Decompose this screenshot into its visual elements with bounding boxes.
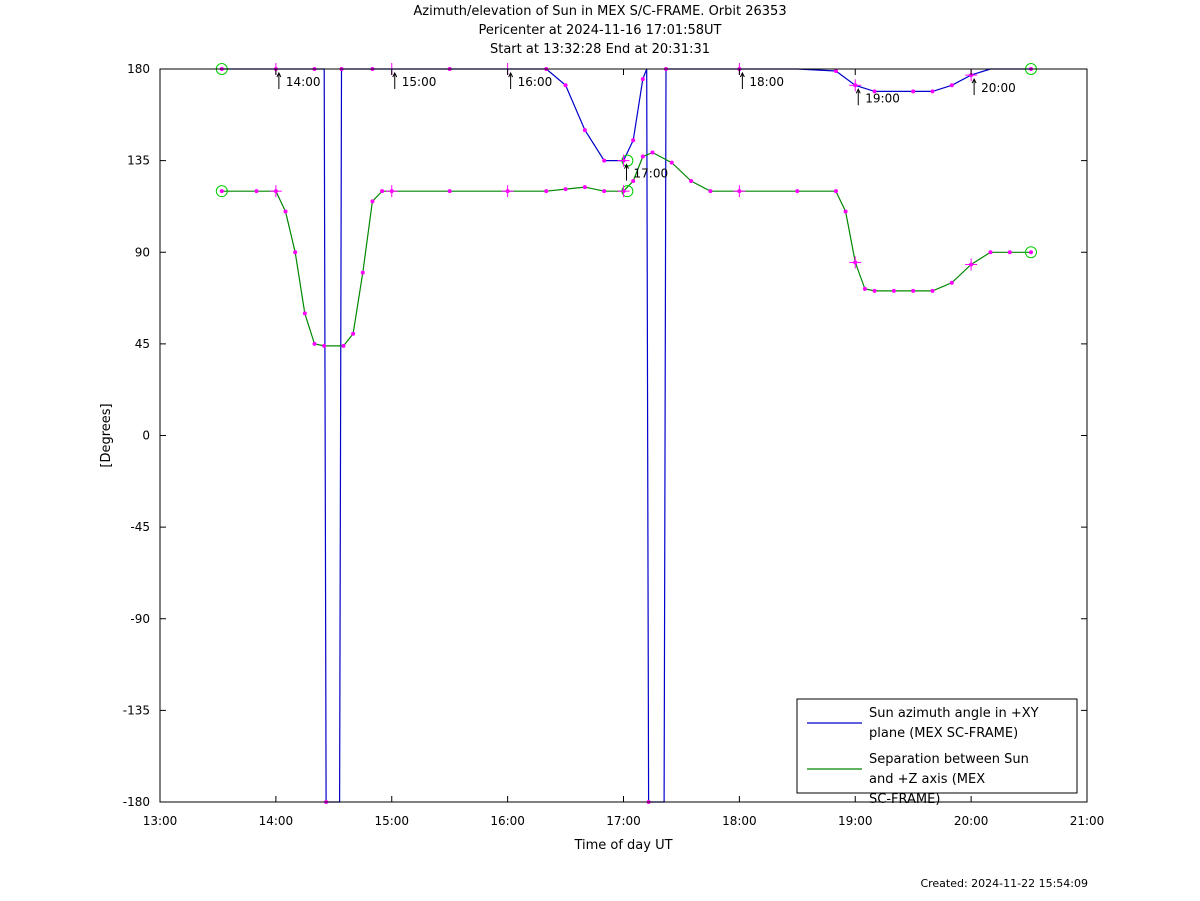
series-2-point (1028, 250, 1033, 255)
hour-annotation-label: 17:00 (634, 167, 669, 181)
series-2-point (293, 250, 298, 255)
series-2-point (689, 178, 694, 183)
series-2-point (843, 209, 848, 214)
series-1-point (949, 83, 954, 88)
series-2-point (669, 160, 674, 165)
y-tick-label: -180 (123, 795, 150, 809)
series-2-point (302, 311, 307, 316)
x-tick-label: 17:00 (606, 814, 641, 828)
legend-box (796, 698, 1078, 794)
series-2-point (795, 189, 800, 194)
series-2-point (312, 341, 317, 346)
series-2-point (254, 189, 259, 194)
series-2-point (602, 189, 607, 194)
series-2-point (447, 189, 452, 194)
series-2-point (891, 288, 896, 293)
x-tick-label: 14:00 (259, 814, 294, 828)
series-1-point (911, 89, 916, 94)
y-tick-label: 180 (127, 62, 150, 76)
series-2-point (283, 209, 288, 214)
y-tick-label: 0 (142, 429, 150, 443)
series-2-point (872, 288, 877, 293)
series-2-point (631, 178, 636, 183)
chart-title-line-1: Azimuth/elevation of Sun in MEX S/C-FRAM… (413, 4, 787, 19)
series-2-point (640, 154, 645, 159)
series-1-point (872, 89, 877, 94)
series-2-start-marker (215, 185, 228, 198)
series-2-point (988, 250, 993, 255)
series-2-point (351, 331, 356, 336)
series-1-point (640, 77, 645, 82)
series-1-point (930, 89, 935, 94)
series-2-point (360, 270, 365, 275)
series-2-point (650, 150, 655, 155)
plot-frame (159, 68, 1088, 803)
hour-pointer-head (739, 71, 745, 78)
series-2-point (219, 189, 224, 194)
series-1-point (582, 128, 587, 133)
hour-pointer-head (508, 71, 514, 78)
x-tick-label: 15:00 (374, 814, 409, 828)
x-tick-label: 20:00 (954, 814, 989, 828)
series-2-point (370, 199, 375, 204)
hour-annotation-label: 16:00 (518, 75, 553, 89)
hour-annotation-label: 15:00 (402, 75, 437, 89)
chart-title-line-2: Pericenter at 2024-11-16 17:01:58UT (478, 23, 722, 38)
series-2-point (911, 288, 916, 293)
legend-label-2: Separation between Sun and +Z axis (MEX SC… (869, 752, 1029, 807)
x-axis-label: Time of day UT (573, 838, 672, 853)
hour-pointer-head (855, 88, 861, 94)
series-2-point (833, 189, 838, 194)
x-tick-label: 21:00 (1070, 814, 1105, 828)
hour-pointer-head (624, 163, 629, 169)
series-2-point (708, 189, 713, 194)
hour-annotation-label: 18:00 (749, 75, 784, 89)
series-2-point (380, 189, 385, 194)
y-axis-label: [Degrees] (99, 403, 114, 467)
x-tick-label: 16:00 (490, 814, 525, 828)
x-tick-label: 18:00 (722, 814, 757, 828)
series-2-point (949, 280, 954, 285)
y-tick-label: 90 (135, 245, 150, 259)
series-2-point (582, 185, 587, 190)
hour-pointer-head (276, 71, 282, 78)
y-tick-label: -135 (123, 703, 150, 717)
series-1-point (833, 69, 838, 74)
series-2-point (563, 187, 568, 192)
series-2-point (930, 288, 935, 293)
series-2-point (322, 343, 327, 348)
series-2-point (1007, 250, 1012, 255)
created-timestamp: Created: 2024-11-22 15:54:09 (920, 877, 1088, 890)
series-1-point (563, 83, 568, 88)
series-line-2 (221, 151, 1031, 347)
series-1-point (631, 138, 636, 143)
x-tick-label: 13:00 (143, 814, 178, 828)
hour-pointer-head (971, 77, 977, 84)
hour-annotation-label: 19:00 (865, 91, 900, 105)
y-tick-label: -45 (130, 520, 150, 534)
chart-title-line-3: Start at 13:32:28 End at 20:31:31 (489, 42, 711, 57)
y-tick-label: -90 (130, 612, 150, 626)
series-2-point (544, 189, 549, 194)
legend-label-1: Sun azimuth angle in +XY plane (MEX SC-FR… (869, 706, 1039, 741)
hour-pointer-head (392, 71, 398, 78)
y-tick-label: 135 (127, 154, 150, 168)
hour-annotation-label: 14:00 (286, 75, 321, 89)
x-tick-label: 19:00 (838, 814, 873, 828)
series-2-end-marker (1024, 246, 1037, 259)
series-2-point (862, 286, 867, 291)
series-2-point (341, 343, 346, 348)
y-tick-label: 45 (135, 337, 150, 351)
series-1-point (602, 158, 607, 163)
hour-annotation-label: 20:00 (981, 81, 1016, 95)
